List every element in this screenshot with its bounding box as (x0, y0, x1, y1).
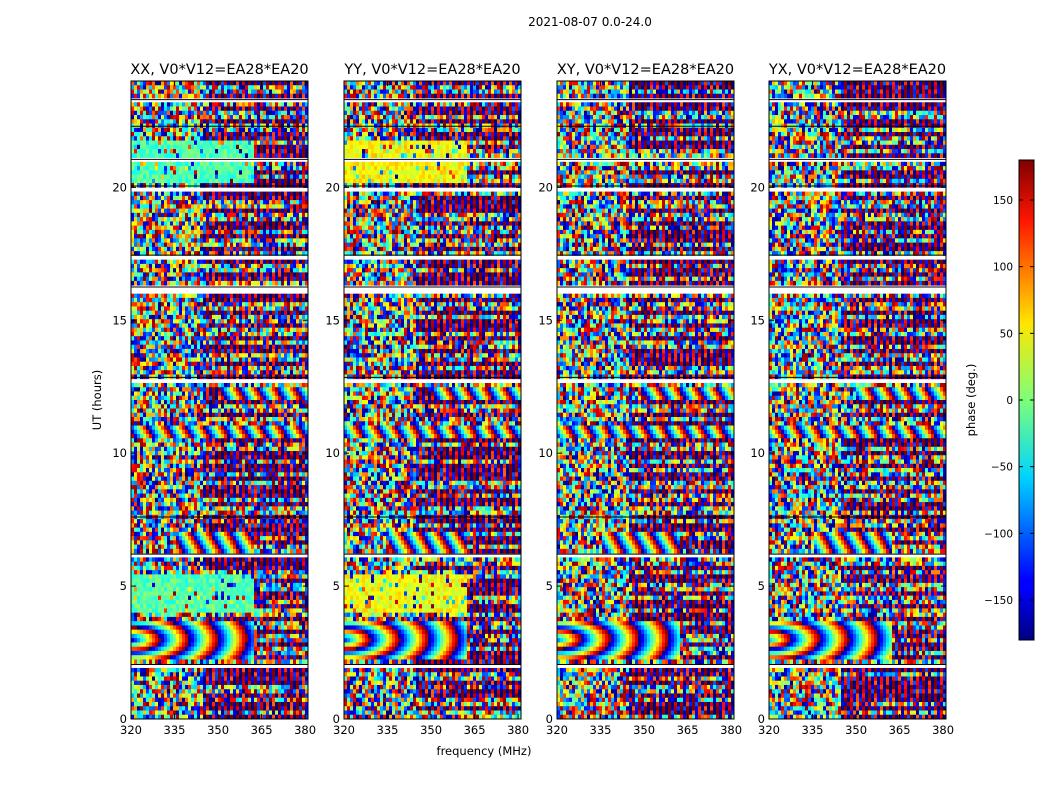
panel-yx: YX, V0*V12=EA28*EA20 320 335 350 365 380 0 5 10 1… (750, 62, 954, 737)
phase-image (344, 81, 521, 719)
x-tick-label: 350 (207, 723, 229, 737)
y-tick-label: 0 (333, 712, 340, 726)
y-tick-label: 0 (758, 712, 765, 726)
axes-frame (130, 80, 309, 720)
y-tick-label: 15 (325, 313, 340, 327)
panel-xx: XX, V0*V12=EA28*EA20 320 335 350 365 380 0 5 10 1… (112, 62, 316, 737)
colorbar-tick-label: 150 (993, 195, 1013, 207)
y-tick-label: 15 (750, 313, 765, 327)
x-tick-label: 320 (546, 723, 568, 737)
colorbar-tick-label: 0 (1006, 395, 1013, 407)
y-tick-label: 5 (333, 579, 340, 593)
y-tick-label: 15 (538, 313, 553, 327)
x-axis-label: frequency (MHz) (437, 744, 532, 758)
x-tick-label: 365 (677, 723, 699, 737)
y-tick-label: 15 (112, 313, 127, 327)
colorbar-ticks: −150 −100 −50 0 50 100 150 (984, 195, 1034, 607)
y-tick-label: 5 (546, 579, 553, 593)
x-tick-label: 335 (802, 723, 824, 737)
y-tick-label: 20 (750, 180, 765, 194)
panel-title: XY, V0*V12=EA28*EA20 (557, 62, 734, 78)
x-tick-label: 320 (333, 723, 355, 737)
colorbar-label: phase (deg.) (964, 364, 978, 437)
figure-title: 2021-08-07 0.0-24.0 (528, 15, 652, 29)
panel-title: YX, V0*V12=EA28*EA20 (768, 62, 946, 78)
x-tick-label: 350 (633, 723, 655, 737)
colorbar-tick-label: 100 (993, 262, 1013, 274)
x-tick-label: 380 (507, 723, 529, 737)
x-tick-label: 380 (720, 723, 742, 737)
x-tick-label: 335 (164, 723, 186, 737)
y-tick-label: 10 (750, 446, 765, 460)
y-tick-label: 5 (120, 579, 127, 593)
y-tick-label: 20 (538, 180, 553, 194)
y-tick-label: 10 (538, 446, 553, 460)
y-tick-label: 5 (758, 579, 765, 593)
colorbar-tick-label: −50 (991, 462, 1013, 474)
x-tick-label: 350 (845, 723, 867, 737)
x-tick-label: 365 (464, 723, 486, 737)
x-tick-label: 380 (294, 723, 316, 737)
phase-image (557, 81, 734, 719)
colorbar-tick-label: −150 (984, 595, 1013, 607)
axes-frame (768, 80, 947, 720)
x-tick-label: 320 (758, 723, 780, 737)
x-tick-label: 380 (932, 723, 954, 737)
x-tick-label: 335 (377, 723, 399, 737)
colorbar-tick-label: −100 (984, 528, 1013, 540)
y-tick-label: 0 (546, 712, 553, 726)
y-tick-label: 0 (120, 712, 127, 726)
x-tick-label: 365 (889, 723, 911, 737)
y-tick-label: 10 (112, 446, 127, 460)
panel-xy: XY, V0*V12=EA28*EA20 320 335 350 365 380 0 5 10 1… (538, 62, 742, 737)
phase-image (131, 81, 308, 719)
y-axis-label: UT (hours) (90, 370, 104, 430)
axes-frame (343, 80, 522, 720)
panel-title: YY, V0*V12=EA28*EA20 (343, 62, 520, 78)
axes-frame (556, 80, 735, 720)
x-tick-label: 335 (590, 723, 612, 737)
y-tick-label: 20 (325, 180, 340, 194)
y-tick-label: 20 (112, 180, 127, 194)
panel-yy: YY, V0*V12=EA28*EA20 320 335 350 365 380 0 5 10 1… (325, 62, 529, 737)
x-tick-label: 365 (251, 723, 273, 737)
panel-title: XX, V0*V12=EA28*EA20 (130, 62, 308, 78)
phase-image (769, 81, 946, 719)
y-tick-label: 10 (325, 446, 340, 460)
x-tick-label: 350 (420, 723, 442, 737)
colorbar-tick-label: 50 (1000, 328, 1013, 340)
x-tick-label: 320 (120, 723, 142, 737)
panels: XX, V0*V12=EA28*EA20 320 335 350 365 380 0 5 10 1… (112, 62, 954, 737)
colorbar: −150 −100 −50 0 50 100 150 phase (deg.) (964, 159, 1035, 641)
